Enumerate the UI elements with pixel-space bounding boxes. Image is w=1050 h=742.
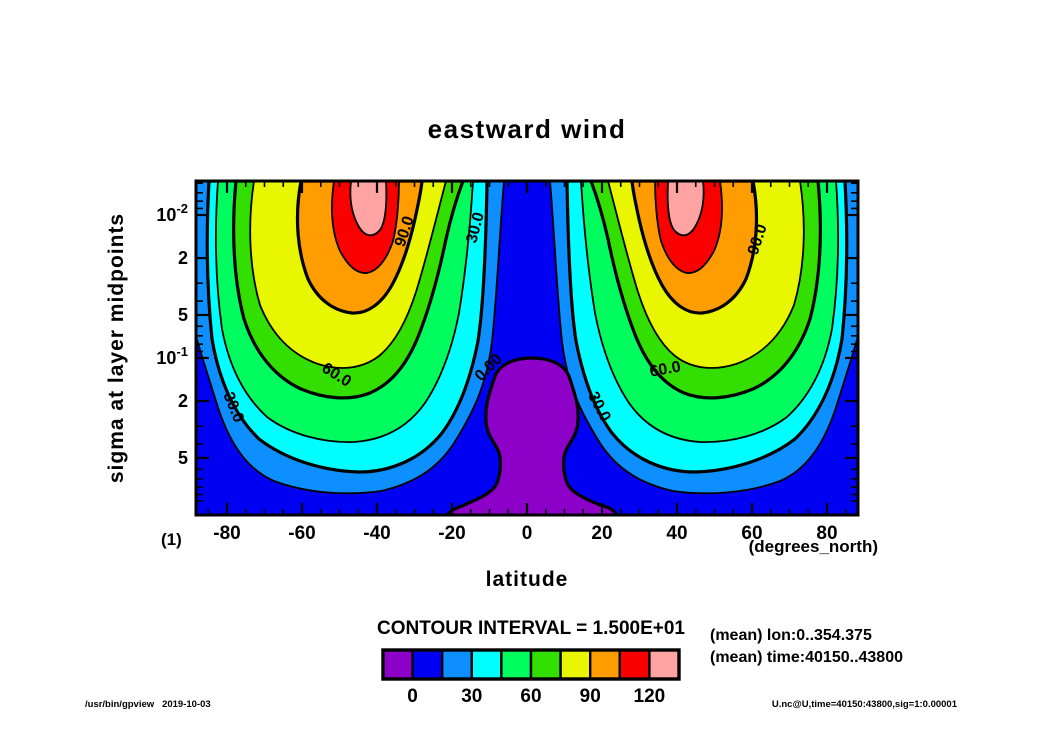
x-tick-label: -40: [363, 523, 390, 544]
colorbar-cell: [648, 648, 681, 681]
contour-label: 60.0: [648, 358, 682, 380]
y-tick-label: 5: [178, 448, 188, 468]
colorbar-tick-label: 30: [461, 686, 482, 707]
x-tick-label: -20: [438, 523, 465, 544]
mean-lon-text: (mean) lon:0..354.375: [710, 627, 872, 644]
mean-time-text: (mean) time:40150..43800: [710, 649, 903, 666]
colorbar-cell: [589, 648, 622, 681]
right-jet-contour-bands: [549, 181, 858, 495]
x-tick-label: 80: [816, 523, 837, 544]
y-tick-label: 2: [178, 248, 188, 268]
y-tick-labels: 10-2 2 5 10-1 2 5: [156, 201, 188, 468]
axis-ticks: [196, 181, 858, 515]
colorbar-tick-label: 120: [634, 686, 666, 707]
plot-title: eastward wind: [428, 114, 627, 144]
footer-command-text: /usr/bin/gpview 2019-10-03: [85, 699, 211, 710]
colorbar-frame: [381, 648, 681, 681]
contour-band: [666, 181, 705, 237]
x-tick-label: -60: [288, 523, 315, 544]
y-tick-label: 5: [178, 305, 188, 325]
y-tick-label: 10-1: [156, 344, 188, 368]
x-tick-label: 20: [591, 523, 612, 544]
x-axis-unit: (degrees_north): [749, 537, 878, 556]
y-tick-label: 2: [178, 391, 188, 411]
x-tick-label: 60: [741, 523, 762, 544]
colorbar-cell: [529, 648, 562, 681]
left-jet-contour-bands: [196, 181, 505, 495]
colorbar-cell: [559, 648, 592, 681]
colorbar: 0 30 60 90 120: [381, 648, 681, 707]
x-tick-labels: -80 -60 -40 -20 0 20 40 60 80: [213, 523, 837, 544]
contour-interval-text: CONTOUR INTERVAL = 1.500E+01: [377, 618, 685, 639]
colorbar-cell: [618, 648, 651, 681]
x-tick-label: 0: [522, 523, 533, 544]
footer-file-text: U.nc@U,time=40150:43800,sig=1:0.00001: [772, 699, 958, 710]
colorbar-cell: [470, 648, 503, 681]
colorbar-cell: [441, 648, 474, 681]
colorbar-tick-label: 60: [520, 686, 541, 707]
colorbar-cell: [381, 648, 414, 681]
colorbar-cell: [411, 648, 444, 681]
x-tick-label: 40: [666, 523, 687, 544]
colorbar-cell: [500, 648, 533, 681]
contour-band: [349, 181, 388, 237]
colorbar-tick-label: 90: [580, 686, 601, 707]
y-axis-title: sigma at layer midpoints: [105, 213, 128, 483]
x-tick-label: -80: [213, 523, 240, 544]
frame-number-tag: (1): [161, 530, 182, 549]
easterly-region-band: [445, 356, 619, 515]
colorbar-tick-label: 0: [407, 686, 418, 707]
y-tick-label: 10-2: [156, 201, 188, 225]
x-axis-title: latitude: [486, 568, 569, 591]
